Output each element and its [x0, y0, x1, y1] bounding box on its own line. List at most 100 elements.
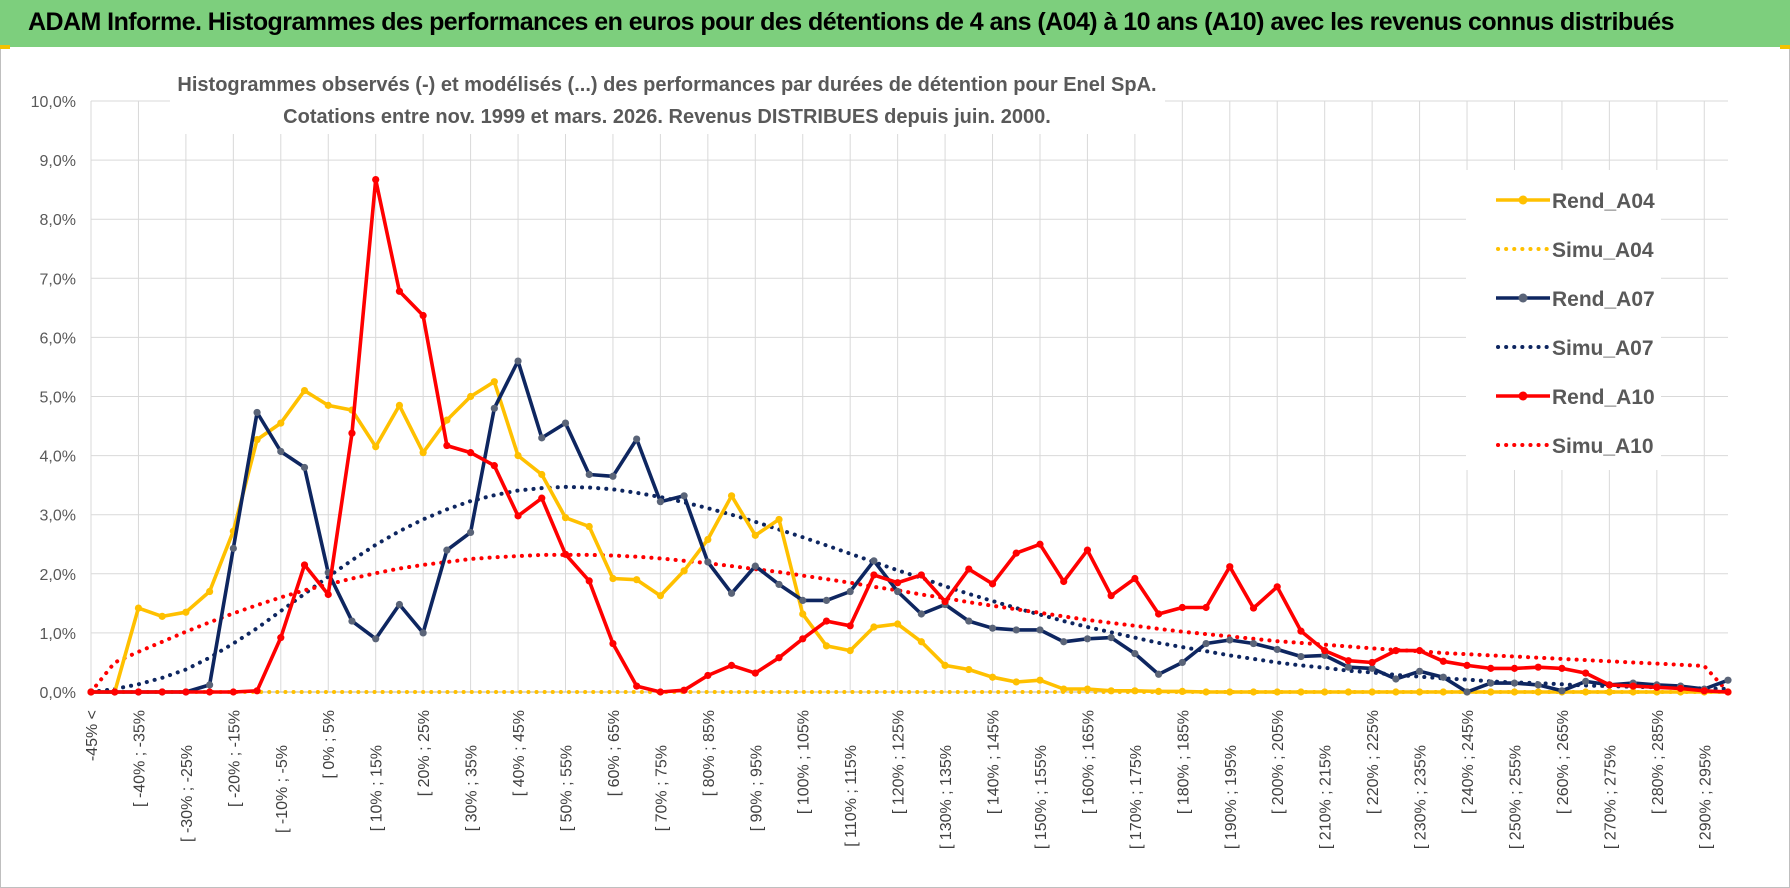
data-point: [704, 671, 712, 680]
data-point: [1724, 688, 1732, 696]
data-point: [1510, 664, 1519, 672]
data-point: [1629, 682, 1637, 690]
data-point: [206, 587, 214, 596]
data-point: [1534, 681, 1542, 689]
data-point: [870, 571, 878, 579]
data-point: [1439, 673, 1447, 681]
data-point: [1202, 688, 1210, 696]
data-point: [538, 494, 546, 502]
y-tick-label: 10,0%: [31, 94, 76, 111]
x-tick-label: [ 140% ; 145%: [986, 710, 1003, 814]
data-point: [277, 419, 285, 427]
data-point: [419, 449, 427, 457]
data-point: [917, 638, 925, 646]
data-point: [894, 579, 902, 587]
data-point: [538, 470, 546, 479]
data-point: [799, 635, 807, 643]
data-point: [514, 452, 522, 460]
x-axis: -45% < [ -40% ; -35% [ -30% ; -25% [ -20% ;…: [84, 710, 1714, 849]
y-axis: 0,0% 1,0% 2,0% 3,0% 4,0% 5,0% 6,0% 7,0% 8,0% 9,0%…: [31, 94, 76, 702]
data-point: [1060, 577, 1068, 586]
x-tick-label: [ -30% ; -25%: [179, 745, 196, 842]
data-point: [1392, 688, 1400, 696]
x-tick-label: [ 70% ; 75%: [653, 745, 670, 831]
x-tick-label: [ 190% ; 195%: [1223, 745, 1240, 849]
y-tick-label: 8,0%: [40, 212, 76, 229]
data-point: [727, 661, 736, 670]
data-point: [1605, 681, 1613, 689]
y-tick-label: 0,0%: [40, 685, 76, 702]
data-point: [822, 617, 831, 625]
data-point: [822, 642, 831, 650]
data-point: [87, 688, 95, 696]
data-point: [490, 378, 498, 386]
data-point: [1297, 652, 1305, 661]
x-tick-label: [ 240% ; 245%: [1460, 710, 1477, 814]
legend-label: Rend_A04: [1552, 190, 1655, 213]
x-tick-label: [ 0% ; 5%: [321, 710, 338, 778]
corner-mark: [0, 45, 10, 49]
data-point: [1439, 688, 1447, 696]
x-tick-label: [ 100% ; 105%: [796, 710, 813, 814]
legend-backdrop: [1466, 170, 1661, 470]
data-point: [1582, 677, 1590, 685]
data-point: [111, 688, 119, 696]
data-point: [894, 587, 902, 596]
data-point: [490, 462, 498, 470]
data-point: [1107, 592, 1115, 600]
series-Simu_A07: [89, 484, 1730, 694]
data-point: [609, 574, 617, 583]
data-point: [1060, 638, 1068, 646]
x-tick-label: [ 20% ; 25%: [416, 710, 433, 796]
y-tick-label: 7,0%: [40, 271, 76, 288]
data-point: [680, 492, 688, 500]
x-tick-label: [ -10% ; -5%: [274, 745, 291, 833]
x-tick-label: [ 120% ; 125%: [891, 710, 908, 814]
data-point: [633, 682, 641, 690]
legend-item-Rend_A10: Rend_A10: [1496, 386, 1655, 409]
data-point: [1582, 688, 1590, 696]
data-point: [585, 522, 593, 531]
data-point: [1558, 687, 1566, 695]
data-point: [846, 622, 854, 630]
data-point: [1653, 683, 1661, 691]
data-point: [965, 565, 973, 573]
chart-subtitle: Cotations entre nov. 1999 et mars. 2026.…: [283, 106, 1051, 128]
data-point: [253, 436, 261, 444]
data-point: [1083, 546, 1092, 554]
data-point: [1344, 657, 1353, 665]
series-Simu_A10: [89, 552, 1730, 694]
data-point: [704, 558, 712, 566]
data-point: [775, 654, 783, 662]
data-point: [1344, 688, 1353, 696]
data-point: [134, 604, 143, 612]
data-point: [300, 561, 309, 569]
x-tick-label: [ 80% ; 85%: [701, 710, 718, 796]
x-tick-label: [ 290% ; 295%: [1697, 745, 1714, 849]
series-lines: [87, 176, 1732, 696]
data-point: [1178, 687, 1186, 696]
data-point: [1131, 574, 1139, 583]
data-point: [395, 401, 404, 409]
data-point: [1155, 687, 1163, 696]
data-point: [1273, 688, 1281, 696]
data-point: [514, 357, 522, 365]
banner: ADAM Informe. Histogrammes des performan…: [0, 0, 1790, 47]
data-point: [348, 617, 356, 625]
y-tick-label: 5,0%: [40, 390, 76, 407]
data-point: [846, 587, 854, 596]
data-point: [1629, 688, 1637, 696]
data-point: [324, 401, 332, 409]
data-point: [1083, 685, 1092, 693]
data-point: [1344, 663, 1353, 671]
x-tick-label: [ 210% ; 215%: [1318, 745, 1335, 849]
data-point: [443, 416, 451, 424]
data-point: [1083, 635, 1092, 643]
data-point: [277, 634, 285, 642]
data-point: [680, 567, 688, 575]
data-point: [799, 610, 807, 618]
data-point: [1487, 679, 1495, 687]
data-point: [799, 596, 807, 604]
data-point: [1368, 664, 1376, 672]
